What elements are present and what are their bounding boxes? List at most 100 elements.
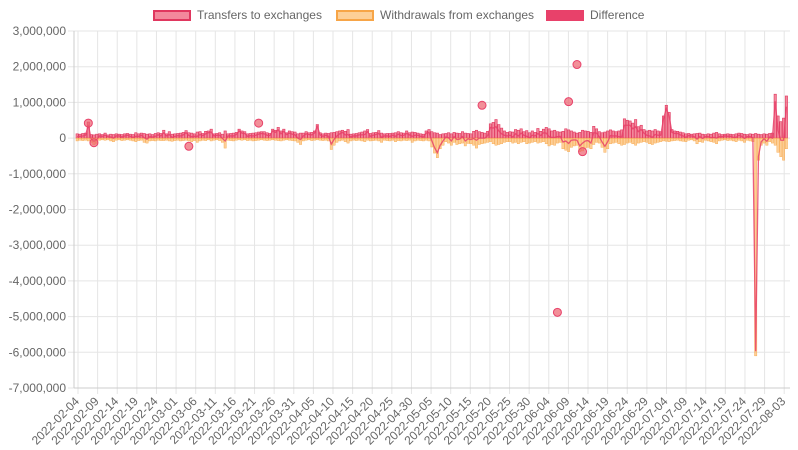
withdrawals-bar xyxy=(321,137,325,141)
withdrawals-bar xyxy=(690,137,693,141)
withdrawals-bar xyxy=(514,137,517,143)
withdrawals-bar xyxy=(341,137,344,141)
legend-item-transfers[interactable]: Transfers to exchanges xyxy=(153,6,322,24)
withdrawals-bar xyxy=(486,137,490,143)
withdrawals-bar xyxy=(86,137,90,142)
transfers-bar xyxy=(765,133,769,139)
legend-item-withdrawals[interactable]: Withdrawals from exchanges xyxy=(336,6,534,24)
withdrawals-bar xyxy=(667,137,671,142)
withdrawals-bar xyxy=(508,137,512,142)
withdrawals-bar xyxy=(237,137,241,141)
difference-point xyxy=(552,307,562,317)
withdrawals-bar xyxy=(134,137,138,142)
withdrawals-bar xyxy=(159,137,163,141)
withdrawals-bar xyxy=(310,137,314,141)
y-tick-label: -4,000,000 xyxy=(9,274,67,288)
withdrawals-bar xyxy=(458,137,462,145)
transfers-bar xyxy=(631,122,635,139)
transfers-bar xyxy=(625,119,629,139)
transfers-bar xyxy=(480,132,484,139)
transfers-bar xyxy=(564,128,568,139)
withdrawals-bar xyxy=(137,137,141,141)
withdrawals-bar xyxy=(352,137,355,141)
withdrawals-bar xyxy=(620,137,624,146)
withdrawals-bar xyxy=(561,137,565,150)
withdrawals-bar xyxy=(126,137,129,141)
withdrawals-bar xyxy=(427,137,431,142)
withdrawals-bar xyxy=(692,137,696,142)
withdrawals-bar xyxy=(167,137,171,142)
withdrawals-bar xyxy=(572,137,576,147)
transfers-bar xyxy=(433,132,437,139)
transfers-bar xyxy=(695,133,699,139)
withdrawals-bar xyxy=(586,137,590,148)
withdrawals-bar xyxy=(123,137,127,141)
withdrawals-bar xyxy=(251,137,255,142)
difference-point xyxy=(83,118,93,128)
withdrawals-bar xyxy=(377,137,381,142)
withdrawals-bar xyxy=(782,137,785,161)
withdrawals-bar xyxy=(505,137,509,142)
transfers-bar xyxy=(469,133,473,139)
withdrawals-bar xyxy=(262,137,266,141)
withdrawals-bar xyxy=(547,137,551,147)
withdrawals-bar xyxy=(195,137,199,143)
withdrawals-bar xyxy=(595,137,598,143)
withdrawals-bar xyxy=(748,137,752,142)
withdrawals-bar xyxy=(550,137,554,145)
transfers-bar xyxy=(458,133,462,139)
withdrawals-bar xyxy=(299,137,302,145)
withdrawals-bar xyxy=(637,137,640,144)
legend-item-difference[interactable]: Difference xyxy=(546,6,644,24)
withdrawals-bar xyxy=(653,137,657,144)
withdrawals-bar xyxy=(282,137,286,141)
line-layer xyxy=(77,60,788,352)
bars-layer xyxy=(75,93,788,357)
withdrawals-bar xyxy=(396,137,400,141)
withdrawals-bar xyxy=(642,137,646,142)
withdrawals-bar xyxy=(360,137,364,142)
withdrawals-bar xyxy=(503,137,506,143)
withdrawals-bar xyxy=(232,137,235,142)
withdrawals-bar xyxy=(315,137,319,141)
transfers-bar xyxy=(435,132,439,139)
withdrawals-bar xyxy=(120,137,124,141)
transfers-bar xyxy=(449,133,453,139)
legend-label-withdrawals: Withdrawals from exchanges xyxy=(380,8,535,22)
transfers-bar xyxy=(410,131,414,139)
withdrawals-bar xyxy=(525,137,529,145)
withdrawals-bar xyxy=(162,137,166,141)
withdrawals-bar xyxy=(570,137,573,148)
transfers-bar xyxy=(145,133,149,139)
withdrawals-bar xyxy=(285,137,288,141)
withdrawals-bar xyxy=(659,137,663,142)
transfers-bar xyxy=(639,124,643,139)
transfers-bar xyxy=(455,132,459,139)
withdrawals-bar xyxy=(170,137,174,142)
transfers-bar xyxy=(600,132,604,139)
transfers-bar xyxy=(578,132,582,139)
transfers-bar xyxy=(190,132,194,139)
withdrawals-bar xyxy=(279,137,283,142)
withdrawals-bar xyxy=(684,137,688,142)
withdrawals-bar xyxy=(382,137,386,141)
withdrawals-bar xyxy=(190,137,194,142)
withdrawals-bar xyxy=(165,137,168,141)
difference-point xyxy=(477,100,487,110)
withdrawals-bar xyxy=(246,137,249,141)
withdrawals-bar xyxy=(544,137,548,145)
withdrawals-bar xyxy=(625,137,629,144)
transfers-bar xyxy=(581,129,585,139)
transfers-bar xyxy=(441,133,445,139)
withdrawals-bar xyxy=(734,137,738,142)
transfers-bar xyxy=(307,132,311,139)
transfers-bar xyxy=(754,133,758,139)
withdrawals-bar xyxy=(695,137,699,145)
withdrawals-bar xyxy=(371,137,375,141)
withdrawals-bar xyxy=(223,137,227,149)
y-tick-label: 2,000,000 xyxy=(13,60,67,74)
withdrawals-bar xyxy=(75,137,79,142)
transfers-bar xyxy=(466,133,470,139)
withdrawals-bar xyxy=(631,137,635,145)
